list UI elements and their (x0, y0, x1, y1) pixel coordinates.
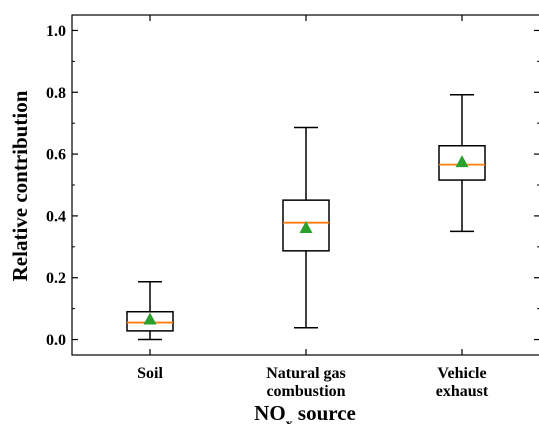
x-tick-label: Soil (137, 365, 163, 382)
y-tick-label: 1.0 (46, 23, 66, 40)
mean-marker (455, 155, 469, 168)
x-axis-title-subscript: x (286, 417, 293, 424)
y-tick-label: 0.0 (46, 332, 66, 349)
box-plot (126, 280, 174, 341)
x-tick-label-line: Vehicle (437, 365, 486, 382)
box-plots (126, 93, 486, 341)
y-tick-label: 0.4 (46, 208, 66, 225)
y-axis-title: Relative contribution (8, 90, 32, 281)
x-tick-label: Vehicle exhaust (436, 365, 489, 400)
x-axis: Soil Natural gas combustion Vehicle exhaust (137, 15, 489, 400)
x-tick-label-line: exhaust (436, 383, 489, 400)
x-tick-label: Natural gas combustion (266, 365, 346, 400)
iqr-box (126, 310, 174, 332)
x-tick-label-line: Soil (137, 365, 163, 382)
mean-marker (299, 220, 313, 233)
box-plot (282, 126, 330, 329)
x-axis-title: NOx source (254, 401, 356, 424)
y-tick-label: 0.6 (46, 147, 66, 164)
y-axis: 0.0 0.2 0.4 0.6 0.8 1.0 (46, 23, 539, 349)
box-plot (438, 93, 486, 233)
iqr-box (438, 144, 486, 181)
y-tick-label: 0.8 (46, 85, 66, 102)
x-axis-title-main: NO (254, 401, 286, 424)
iqr-box (282, 199, 330, 252)
x-tick-label-line: Natural gas (266, 365, 346, 382)
x-axis-title-rest: source (293, 401, 356, 424)
y-tick-label: 0.2 (46, 270, 66, 287)
x-tick-label-line: combustion (266, 383, 345, 400)
mean-marker (143, 312, 157, 325)
